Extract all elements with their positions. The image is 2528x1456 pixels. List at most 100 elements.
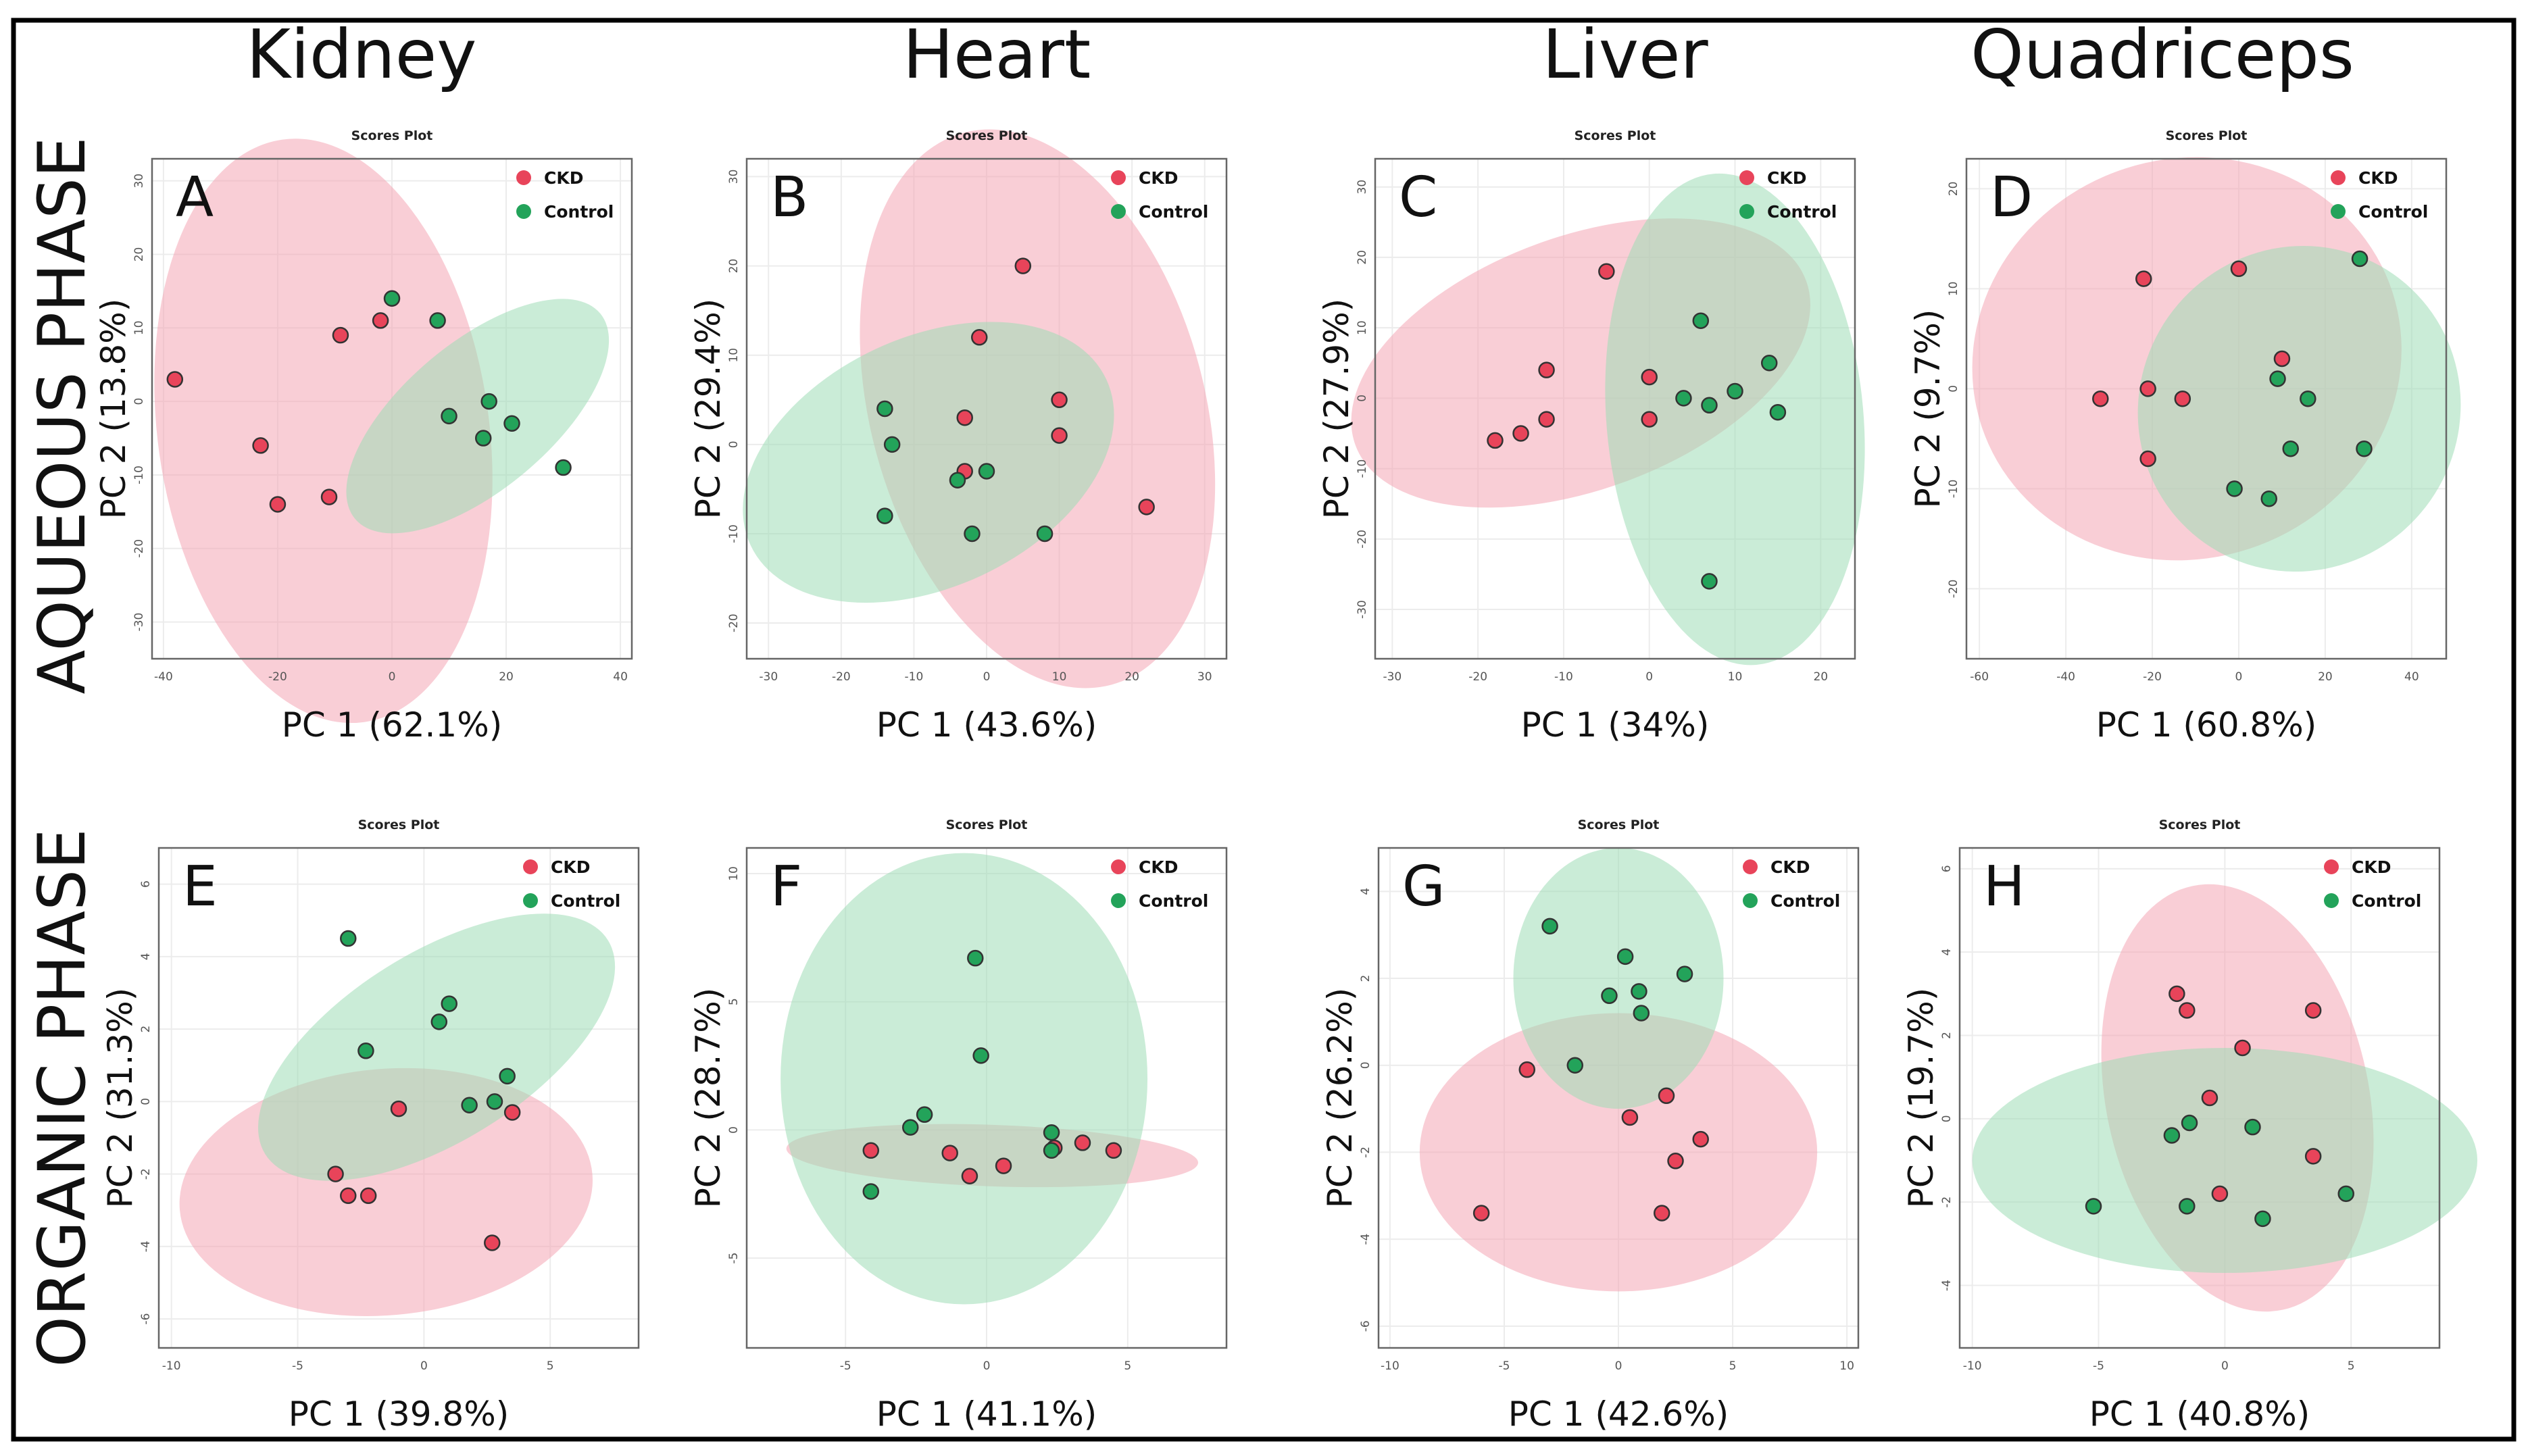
y-axis-label: PC 2 (28.7%) (689, 988, 728, 1209)
data-point-control (2300, 390, 2316, 407)
confidence-ellipse-control (2137, 245, 2461, 572)
data-point-ckd (1074, 1134, 1091, 1151)
data-point-control (441, 995, 457, 1012)
panel-letter: A (176, 166, 214, 230)
x-tick-label: 20 (499, 670, 514, 684)
data-point-control (2356, 440, 2373, 457)
data-point-control (480, 393, 497, 410)
y-axis-label: PC 2 (31.3%) (101, 988, 140, 1209)
x-axis-label: PC 1 (62.1%) (282, 705, 503, 745)
data-point-ckd (1518, 1061, 1536, 1078)
data-point-control (1692, 312, 1710, 329)
x-tick-label: 0 (2221, 1359, 2229, 1373)
data-point-ckd (1472, 1205, 1490, 1222)
plot-title: Scores Plot (1575, 128, 1656, 143)
y-axis-label: PC 2 (26.2%) (1320, 988, 1360, 1209)
data-point-control (2260, 490, 2277, 507)
plot-frame (1965, 157, 2448, 660)
plot-title: Scores Plot (946, 818, 1028, 832)
plot-frame (151, 157, 633, 660)
data-point-ckd (2179, 1002, 2196, 1019)
data-point-ckd (1598, 263, 1615, 280)
data-point-control (2085, 1198, 2102, 1215)
confidence-ellipse-control (780, 853, 1148, 1305)
x-tick-label: 20 (1813, 670, 1828, 684)
data-point-control (1769, 403, 1787, 421)
data-point-ckd (1051, 391, 1068, 409)
panel-letter: H (1983, 855, 2025, 919)
y-tick-label: 10 (1947, 282, 1960, 297)
x-tick-label: 5 (2348, 1359, 2355, 1373)
data-point-control (876, 400, 893, 418)
x-tick-label: 20 (2318, 670, 2333, 684)
legend-marker-control (1111, 204, 1126, 219)
panel-letter: C (1399, 166, 1437, 230)
y-tick-label: 30 (727, 170, 741, 184)
x-tick-label: 10 (1839, 1359, 1854, 1373)
plot-frame (157, 847, 640, 1349)
legend-marker-ckd (516, 170, 531, 185)
legend-label-ckd: CKD (2358, 168, 2398, 188)
x-tick-label: -10 (1963, 1359, 1982, 1373)
x-tick-label: -20 (832, 670, 851, 684)
legend-label-control: Control (1139, 202, 1208, 222)
legend-marker-ckd (1111, 170, 1126, 185)
x-tick-label: -20 (268, 670, 287, 684)
plot-frame (745, 157, 1228, 660)
data-point-ckd (1621, 1109, 1639, 1126)
y-tick-label: -10 (1947, 480, 1960, 499)
data-point-ckd (956, 409, 973, 426)
y-tick-label: -2 (1940, 1197, 1954, 1208)
data-point-control (916, 1106, 933, 1123)
data-point-control (862, 1183, 880, 1200)
panel-e: -10 -5 0 5 -6 -4 -2 0 2 4 6 Scores Plot E CKD Control P… (101, 818, 640, 1434)
y-tick-label: -20 (1356, 530, 1369, 549)
panel-d: -60 -40 -20 0 20 40 -20 -10 0 10 20 Scores Plot D CKD… (1908, 128, 2461, 745)
x-axis-label: PC 1 (39.8%) (289, 1395, 510, 1434)
legend-label-control: Control (1770, 891, 1840, 911)
confidence-ellipse-control (743, 322, 1114, 603)
x-tick-label: 5 (1729, 1359, 1737, 1373)
data-point-control (2351, 250, 2369, 268)
data-point-ckd (2168, 985, 2185, 1003)
data-point-ckd (1105, 1142, 1122, 1159)
data-point-control (1676, 965, 1693, 982)
y-tick-label: 2 (139, 1026, 153, 1033)
y-tick-label: -30 (132, 613, 146, 632)
data-point-control (2181, 1114, 2198, 1132)
data-point-control (972, 1047, 989, 1064)
y-tick-label: -10 (1356, 459, 1369, 478)
data-point-ckd (961, 1168, 978, 1184)
data-point-ckd (2211, 1185, 2229, 1203)
y-tick-label: 0 (727, 1126, 741, 1134)
x-tick-label: -40 (154, 670, 173, 684)
x-tick-label: 30 (1197, 670, 1212, 684)
legend-label-ckd: CKD (544, 168, 583, 188)
x-tick-label: 20 (1124, 670, 1139, 684)
data-point-control (978, 463, 995, 480)
x-tick-label: 0 (983, 1359, 991, 1373)
plot-title: Scores Plot (2166, 128, 2248, 143)
y-tick-label: 30 (1356, 180, 1369, 195)
x-tick-label: -20 (2143, 670, 2162, 684)
x-tick-label: 40 (2404, 670, 2419, 684)
y-tick-label: 4 (1359, 888, 1372, 895)
y-tick-label: 2 (1940, 1032, 1954, 1039)
data-point-ckd (269, 496, 287, 513)
panel-c: -30 -20 -10 0 10 20 -30 -20 -10 0 10 20 30 Scores Plo… (1317, 128, 1865, 745)
y-tick-label: -10 (132, 466, 146, 484)
data-point-ckd (503, 1104, 521, 1121)
legend-label-control: Control (544, 202, 614, 222)
legend-marker-control (1111, 893, 1126, 908)
data-point-ckd (2092, 390, 2109, 407)
y-axis-label: PC 2 (19.7%) (1902, 988, 1941, 1209)
y-axis-label: PC 2 (29.4%) (689, 299, 728, 520)
data-point-control (555, 459, 572, 476)
data-point-ckd (1653, 1205, 1670, 1222)
legend-marker-control (1743, 893, 1758, 908)
panel-letter: E (182, 855, 218, 919)
data-point-control (503, 415, 520, 432)
